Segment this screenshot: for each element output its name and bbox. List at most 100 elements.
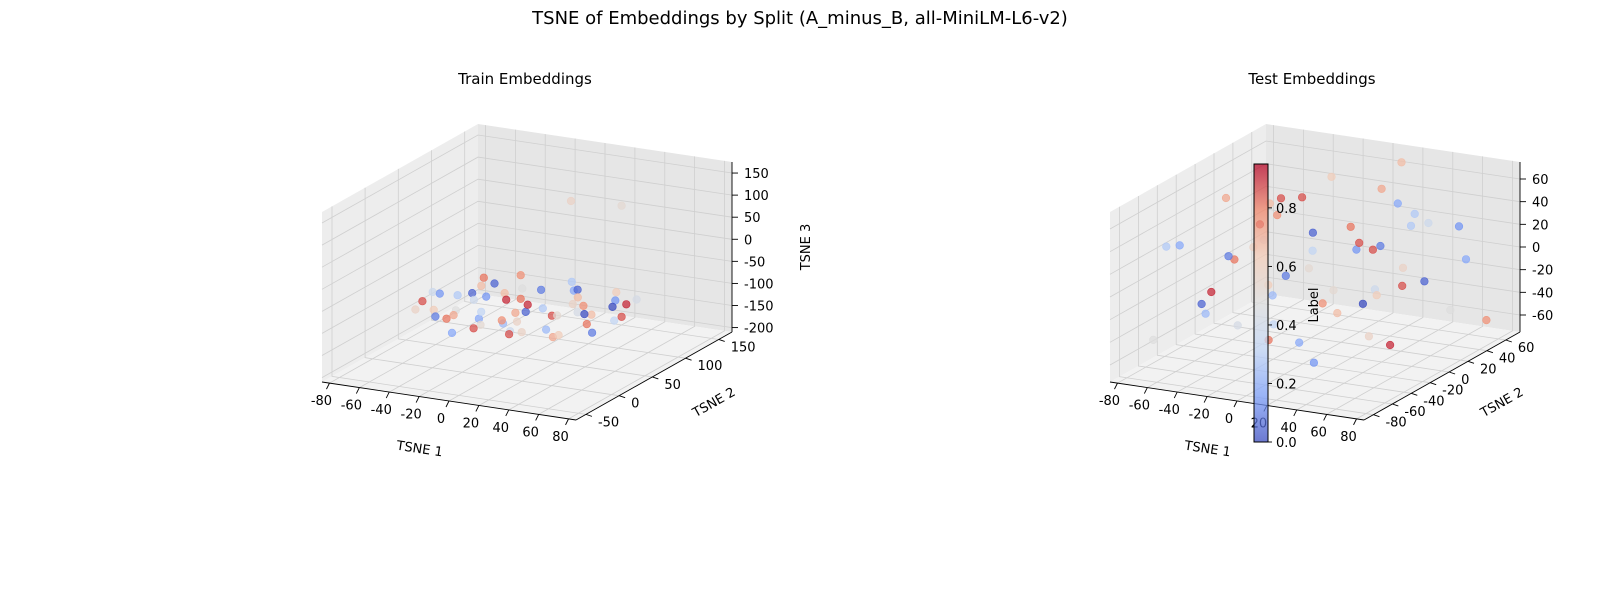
x-tick <box>445 400 450 408</box>
x-tick-label: -40 <box>1159 403 1180 418</box>
scatter-point <box>622 300 631 309</box>
scatter-point <box>1393 199 1402 208</box>
scatter-point <box>523 300 532 309</box>
y-grid-line <box>1156 185 1412 394</box>
y-tick <box>1505 339 1512 343</box>
scatter-point <box>1318 299 1327 308</box>
z-tick-label: 0 <box>1532 241 1540 256</box>
x-tick-label: -80 <box>1099 394 1120 409</box>
scatter-point <box>468 289 477 298</box>
x-grid-line <box>1326 156 1483 415</box>
scatter-point <box>1376 241 1385 251</box>
z-tick-label: 150 <box>744 167 769 182</box>
figure-title: TSNE of Embeddings by Split (A_minus_B, … <box>532 8 1068 29</box>
scatter-point <box>573 293 582 302</box>
z-tick-label: -60 <box>1532 309 1553 324</box>
scatter-point <box>469 295 479 304</box>
scatter-point <box>1201 309 1210 318</box>
scatter-point <box>1397 158 1406 167</box>
x-grid-line <box>389 134 546 393</box>
scatter-point <box>447 328 457 338</box>
y-tick-label: 0 <box>1461 373 1469 388</box>
x-tick <box>535 414 540 421</box>
scatter-point <box>516 294 525 303</box>
scatter-point <box>490 279 499 288</box>
scatter-point <box>516 271 525 280</box>
y-grid-line <box>1232 142 1487 352</box>
scatter-point <box>610 316 619 325</box>
y-grid-line <box>1138 196 1393 405</box>
x-tick-label: -20 <box>401 408 422 423</box>
scatter-point <box>587 310 596 319</box>
scatter-point <box>1221 193 1231 203</box>
x-grid-line <box>1356 160 1513 420</box>
x-tick-label: 0 <box>437 412 445 427</box>
y-grid-line <box>431 150 686 359</box>
scatter-point <box>1446 305 1455 315</box>
y-tick <box>718 339 725 342</box>
z-axis-label: TSNE 3 <box>799 224 814 272</box>
x-tick <box>565 418 569 426</box>
x-grid-line <box>1236 143 1394 402</box>
y-tick <box>685 357 692 361</box>
scatter-point <box>1461 255 1471 264</box>
x-tick-label: 60 <box>1310 425 1327 440</box>
left-pane <box>322 124 478 382</box>
scatter-point <box>1398 263 1408 272</box>
scatter-point <box>449 311 458 320</box>
x-tick <box>1114 382 1118 390</box>
y-grid-line <box>331 206 587 415</box>
scatter-point <box>1364 332 1373 341</box>
y-tick <box>1392 403 1399 407</box>
scatter-point <box>1358 299 1367 308</box>
test-embeddings-plot: -80-60-40-20020406080-80-60-40-200204060… <box>1099 70 1553 460</box>
scatter-point <box>521 307 530 317</box>
scatter-point <box>435 289 444 298</box>
scatter-point <box>1281 271 1290 280</box>
y-tick-label: 100 <box>698 359 723 374</box>
x-tick-label: -80 <box>311 394 332 409</box>
z-tick-label: -50 <box>744 255 765 270</box>
y-grid-line <box>1194 164 1450 373</box>
scatter-point <box>1377 184 1386 193</box>
train-embeddings-plot: -80 -60 -40 -20 0 20 40 60 80-50050100150-200-15… <box>311 70 814 460</box>
grid-lines <box>321 125 733 420</box>
scatter-point <box>1233 321 1242 330</box>
scatter-point <box>1149 335 1158 345</box>
z-grid-line <box>321 134 733 224</box>
y-grid-line <box>464 131 719 340</box>
x-tick <box>475 405 480 412</box>
colorbar-tick-label: 0.0 <box>1276 436 1297 451</box>
scatter-point <box>1276 194 1286 203</box>
z-grid-line <box>321 244 733 334</box>
scatter-point <box>1454 222 1464 231</box>
tick-labels: -80 -60 -40 -20 0 20 40 60 80-50050100150-200-15… <box>311 167 774 445</box>
x-grid-line <box>1266 147 1424 406</box>
z-tick-label: -150 <box>744 300 774 315</box>
y-grid-line <box>1175 174 1431 384</box>
x-tick <box>1233 400 1238 408</box>
z-tick-label: 60 <box>1532 173 1549 188</box>
scatter-point <box>517 328 526 337</box>
scatter-point <box>1327 172 1336 181</box>
scatter-point <box>568 300 577 309</box>
scatter-point <box>553 311 562 320</box>
x-tick <box>1173 391 1178 399</box>
scatter-point <box>1207 287 1216 297</box>
colorbar-tick-label: 0.2 <box>1276 377 1297 392</box>
scatter-point <box>1410 209 1419 218</box>
scatter-point <box>1424 218 1433 228</box>
x-tick-label: -60 <box>341 399 362 414</box>
scatter-point <box>1308 246 1317 255</box>
scatter-point <box>431 312 440 321</box>
scatter-point <box>518 284 527 293</box>
x-grid-line <box>478 147 636 406</box>
x-grid-line <box>1296 151 1454 411</box>
scatter-point <box>477 307 486 316</box>
x-grid-line <box>568 160 725 420</box>
y-grid-line <box>1213 153 1469 362</box>
x-grid-line <box>359 129 516 388</box>
scatter-point <box>587 328 597 337</box>
scatter-point <box>632 295 641 304</box>
z-tick-label: -100 <box>744 277 774 292</box>
